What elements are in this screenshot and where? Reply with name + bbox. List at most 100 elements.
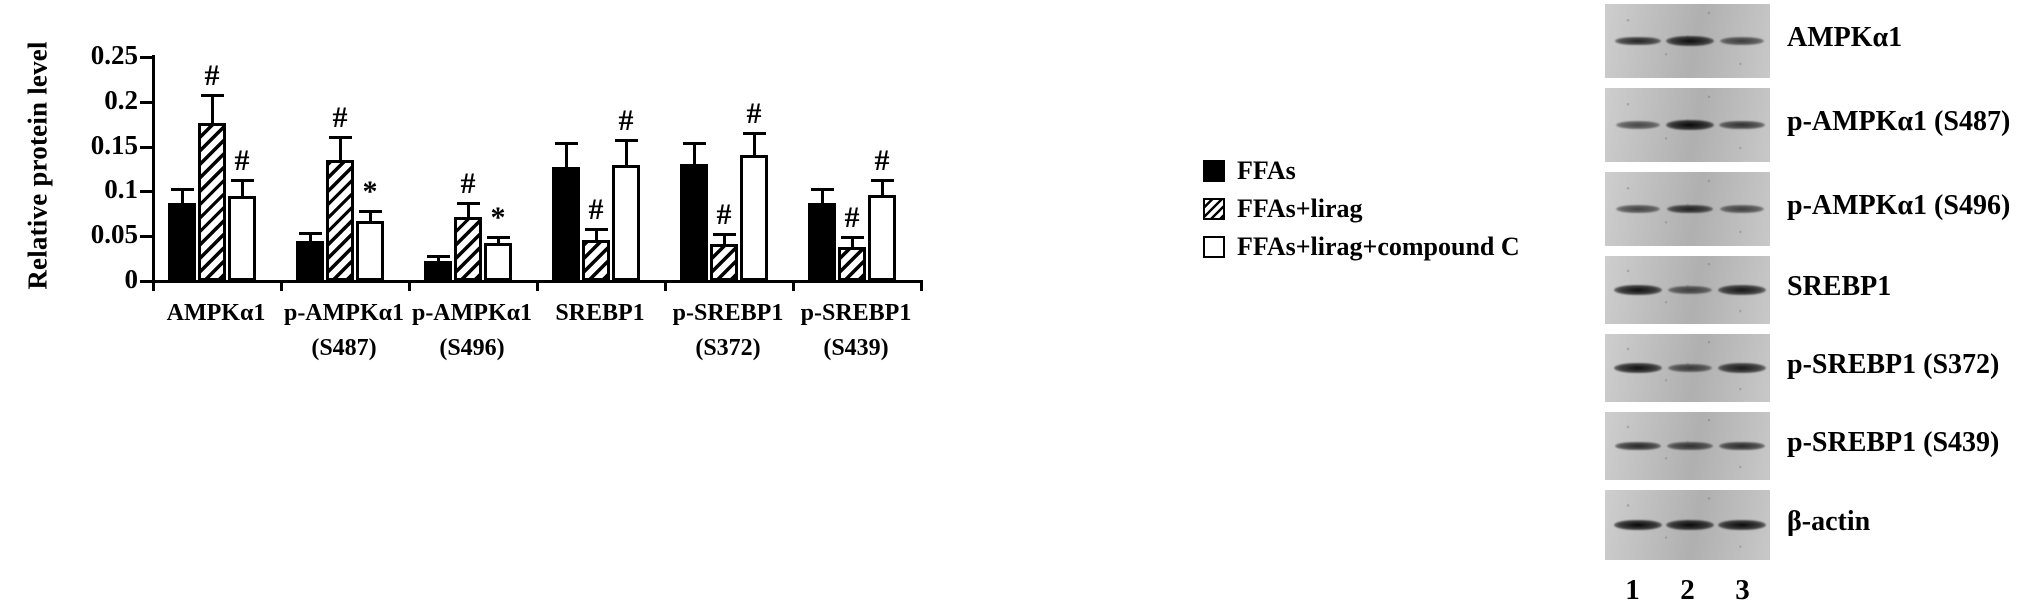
legend-item-label: FFAs+lirag bbox=[1237, 194, 1363, 223]
significance-marker: # bbox=[460, 166, 476, 200]
x-tick-mark bbox=[920, 280, 923, 291]
legend-swatch-icon bbox=[1203, 236, 1225, 258]
legend-item-label: FFAs bbox=[1237, 156, 1296, 185]
bar bbox=[710, 244, 738, 281]
error-bar-cap bbox=[811, 187, 834, 191]
error-bar bbox=[565, 144, 568, 168]
error-bar-cap bbox=[585, 227, 608, 231]
blot-lane-numbers: 1 2 3 bbox=[1605, 574, 1770, 607]
error-bar-cap bbox=[871, 178, 894, 182]
category-label-line2: (S496) bbox=[439, 334, 505, 361]
significance-marker: # bbox=[332, 101, 348, 135]
error-bar-cap bbox=[743, 131, 766, 135]
blot-label: p-AMPKα1 (S487) bbox=[1787, 106, 2011, 137]
legend-swatch-icon bbox=[1203, 160, 1225, 182]
error-bar bbox=[753, 134, 756, 155]
error-bar-cap bbox=[713, 233, 736, 237]
error-bar bbox=[693, 144, 696, 164]
blot-band bbox=[1719, 441, 1765, 451]
blot-image bbox=[1605, 334, 1770, 402]
blot-band bbox=[1718, 363, 1766, 373]
blot-row: p-SREBP1 (S439) bbox=[1605, 412, 2031, 480]
error-bar-cap bbox=[201, 94, 224, 98]
error-bar-cap bbox=[487, 235, 510, 239]
blot-label: SREBP1 bbox=[1787, 271, 1892, 302]
error-bar bbox=[723, 236, 726, 245]
category-label: p-AMPKα1 (S487) bbox=[240, 296, 448, 366]
blot-band bbox=[1666, 36, 1714, 46]
x-tick-mark bbox=[152, 280, 155, 291]
bar bbox=[838, 246, 866, 281]
bar bbox=[168, 203, 196, 281]
significance-marker: # bbox=[234, 143, 250, 177]
error-bar-cap bbox=[329, 136, 352, 140]
bar bbox=[198, 123, 226, 281]
significance-marker: * bbox=[362, 174, 378, 208]
error-bar-cap bbox=[683, 141, 706, 145]
legend-item[interactable]: FFAs bbox=[1203, 152, 1520, 190]
blot-row: β-actin bbox=[1605, 490, 2031, 560]
significance-marker: # bbox=[746, 96, 762, 130]
category-label: SREBP1 bbox=[496, 296, 704, 331]
blot-band bbox=[1667, 364, 1713, 372]
x-tick-mark bbox=[792, 280, 795, 291]
error-bar bbox=[881, 181, 884, 195]
category-label-line1: p-SREBP1 bbox=[672, 300, 784, 326]
blot-image bbox=[1605, 88, 1770, 162]
bar bbox=[612, 164, 640, 281]
blot-label: p-SREBP1 (S439) bbox=[1787, 427, 2000, 458]
legend-swatch-icon bbox=[1203, 198, 1225, 220]
bar bbox=[326, 160, 354, 281]
blot-lane-number: 2 bbox=[1680, 574, 1695, 606]
error-bar bbox=[369, 212, 372, 221]
blot-band bbox=[1667, 286, 1713, 294]
category-label-line1: p-AMPKα1 bbox=[283, 300, 405, 326]
error-bar bbox=[625, 142, 628, 165]
blot-label: p-AMPKα1 (S496) bbox=[1787, 190, 2011, 221]
y-axis-line bbox=[152, 55, 155, 283]
y-tick-mark bbox=[140, 235, 153, 239]
category-label: p-AMPKα1 (S496) bbox=[368, 296, 576, 366]
bar bbox=[228, 195, 256, 281]
blot-label: p-SREBP1 (S372) bbox=[1787, 349, 2000, 380]
blot-band bbox=[1666, 204, 1714, 214]
category-label-line1: p-AMPKα1 bbox=[411, 300, 533, 326]
blot-row: p-SREBP1 (S372) bbox=[1605, 334, 2031, 402]
error-bar bbox=[211, 97, 214, 124]
bar-chart-panel: Relative protein level 0 0.05 0.1 0.15 0.2 0.… bbox=[23, 0, 960, 614]
error-bar bbox=[437, 257, 440, 262]
bar bbox=[868, 194, 896, 281]
bar bbox=[740, 154, 768, 281]
blot-image bbox=[1605, 256, 1770, 324]
bar bbox=[552, 167, 580, 281]
blot-image bbox=[1605, 4, 1770, 78]
significance-marker: # bbox=[716, 198, 732, 232]
category-label-line1: AMPKα1 bbox=[166, 300, 266, 326]
y-tick-mark bbox=[140, 56, 153, 59]
blot-row: p-AMPKα1 (S496) bbox=[1605, 172, 2031, 246]
error-bar-cap bbox=[615, 139, 638, 143]
blot-lane-number: 1 bbox=[1625, 574, 1640, 606]
category-label: p-SREBP1 (S439) bbox=[752, 296, 960, 366]
blot-band bbox=[1615, 205, 1661, 213]
error-bar-cap bbox=[231, 178, 254, 182]
error-bar-cap bbox=[457, 201, 480, 205]
significance-marker: # bbox=[588, 192, 604, 226]
chart-legend: FFAs FFAs+lirag FFAs+lirag+compound C bbox=[1203, 152, 1520, 266]
bar bbox=[296, 240, 324, 281]
error-bar bbox=[821, 190, 824, 204]
legend-item[interactable]: FFAs+lirag bbox=[1203, 190, 1520, 228]
legend-item[interactable]: FFAs+lirag+compound C bbox=[1203, 228, 1520, 266]
error-bar-cap bbox=[299, 232, 322, 236]
error-bar-cap bbox=[359, 209, 382, 213]
blot-band bbox=[1718, 285, 1766, 295]
y-tick-label: 0 bbox=[124, 264, 139, 294]
y-tick-label: 0.05 bbox=[90, 219, 138, 250]
category-label-line2: (S487) bbox=[311, 334, 377, 361]
significance-marker: * bbox=[490, 200, 506, 234]
error-bar bbox=[309, 235, 312, 241]
blot-image bbox=[1605, 412, 1770, 480]
category-label-line1: p-SREBP1 bbox=[800, 300, 912, 326]
y-axis-tick-labels: 0 0.05 0.1 0.15 0.2 0.25 bbox=[58, 0, 138, 614]
blot-band bbox=[1719, 120, 1765, 130]
